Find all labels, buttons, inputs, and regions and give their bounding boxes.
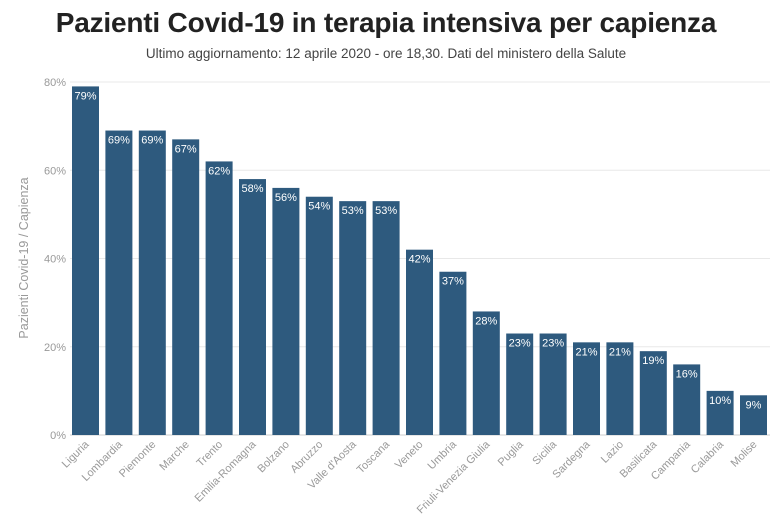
x-tick-label: Lazio [599,439,626,466]
x-tick-label: Puglia [496,438,527,469]
bar [105,130,133,435]
data-label: 16% [676,368,698,380]
data-label: 19% [642,355,664,367]
bar [573,342,600,435]
bar [506,333,534,435]
x-tick-label: Marche [157,439,191,473]
bar [272,187,300,435]
bar [339,201,367,435]
y-tick-label: 20% [44,342,66,354]
data-label: 69% [108,135,130,147]
y-tick-label: 0% [50,430,66,442]
bar [740,395,767,435]
bar [172,139,200,436]
bar [205,161,233,436]
data-label: 28% [475,315,497,327]
bar [639,351,667,435]
chart-subtitle: Ultimo aggiornamento: 12 aprile 2020 - o… [145,46,627,61]
bar [439,271,467,435]
x-tick-label: Bolzano [255,439,292,476]
bar [72,86,99,435]
data-label: 42% [408,254,430,266]
data-label: 21% [575,346,597,358]
data-label: 69% [141,135,163,147]
data-label: 79% [74,90,96,102]
bar [305,196,333,435]
data-label: 10% [709,395,731,407]
y-tick-label: 60% [44,165,66,177]
data-label: 62% [208,165,230,177]
x-tick-label: Calabria [689,438,727,476]
x-tick-label: Molise [729,439,760,470]
bar [673,364,701,435]
x-tick-label: Piemonte [117,439,158,480]
bar [138,130,166,435]
bar [706,390,734,435]
bar [539,333,567,435]
bar [239,179,266,435]
x-tick-label: Liguria [60,438,92,470]
data-label: 67% [175,143,197,155]
x-tick-label: Emilia-Romagna [193,438,260,505]
data-label: 37% [442,276,464,288]
x-tick-label: Veneto [393,439,426,472]
bar [372,201,400,435]
y-axis-label: Pazienti Covid-19 / Capienza [17,177,31,338]
x-tick-label: Sardegna [550,438,593,481]
bar [406,249,433,435]
data-label: 9% [746,399,762,411]
bar [606,342,634,435]
y-tick-label: 40% [44,254,66,266]
data-label: 54% [308,201,330,213]
data-label: 53% [375,205,397,217]
y-tick-label: 80% [44,77,66,89]
data-label: 23% [542,338,564,350]
data-label: 58% [241,183,263,195]
x-tick-label: Toscana [355,438,393,476]
data-label: 53% [342,205,364,217]
data-label: 23% [509,338,531,350]
data-label: 56% [275,192,297,204]
x-tick-label: Sicilia [530,438,559,467]
chart-title: Pazienti Covid-19 in terapia intensiva p… [55,7,717,38]
x-tick-label: Trento [195,439,226,470]
bar [472,311,500,435]
data-label: 21% [609,346,631,358]
